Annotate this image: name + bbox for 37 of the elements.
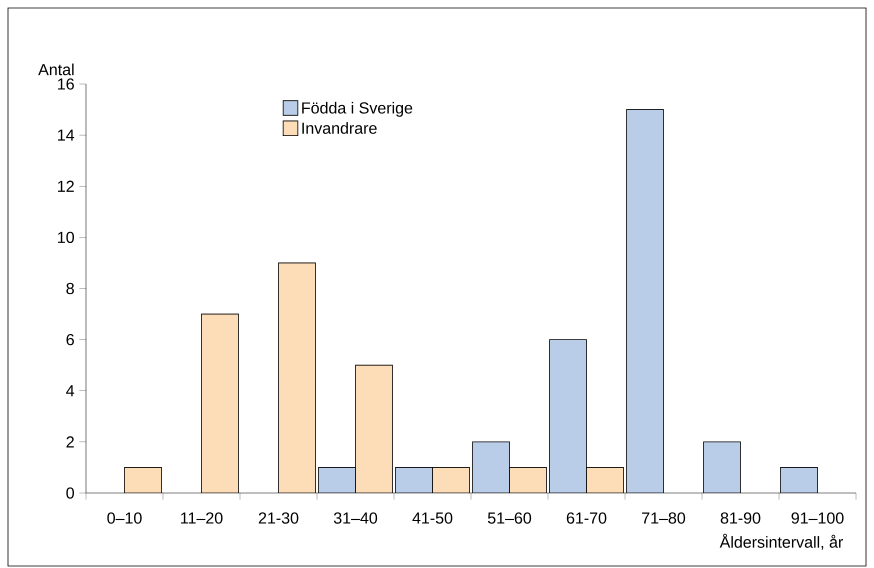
x-axis-title: Åldersintervall, år bbox=[720, 534, 843, 550]
x-tick-label: 11–20 bbox=[181, 512, 223, 524]
bar bbox=[355, 364, 393, 493]
x-tick-label: 81-90 bbox=[720, 512, 760, 524]
y-tick-label: 10 bbox=[58, 232, 74, 244]
y-tick-label: 8 bbox=[66, 282, 74, 294]
x-tick-label: 51–60 bbox=[488, 512, 532, 524]
bar bbox=[703, 441, 741, 493]
y-tick-label: 0 bbox=[66, 487, 74, 499]
bar bbox=[201, 314, 239, 493]
bar bbox=[395, 467, 433, 493]
y-tick-label: 14 bbox=[58, 130, 74, 141]
bar bbox=[472, 441, 510, 493]
x-tick-label: 0–10 bbox=[107, 512, 142, 524]
y-tick-label: 4 bbox=[66, 385, 74, 396]
x-tick-label: 41-50 bbox=[412, 512, 452, 524]
y-tick-label: 6 bbox=[66, 334, 74, 346]
bar bbox=[549, 339, 587, 493]
legend-label: Invandrare bbox=[302, 122, 377, 134]
bar bbox=[432, 467, 470, 493]
x-tick-label: 71–80 bbox=[642, 512, 686, 524]
x-tick-label: 91–100 bbox=[792, 512, 844, 524]
bar bbox=[586, 467, 624, 493]
bar bbox=[509, 467, 547, 493]
bar bbox=[318, 467, 356, 493]
bar bbox=[278, 262, 316, 493]
x-tick-label: 61-70 bbox=[566, 512, 606, 524]
y-tick-label: 16 bbox=[58, 78, 74, 90]
y-tick-label: 12 bbox=[58, 180, 74, 192]
y-tick-label: 2 bbox=[66, 436, 74, 448]
x-tick-label: 31–40 bbox=[334, 512, 378, 524]
bar bbox=[124, 467, 162, 493]
y-axis-title: Antal bbox=[38, 64, 74, 76]
legend-label: Födda i Sverige bbox=[302, 102, 412, 117]
x-tick-label: 21-30 bbox=[258, 512, 298, 524]
bar bbox=[626, 109, 664, 493]
bar bbox=[780, 467, 818, 493]
